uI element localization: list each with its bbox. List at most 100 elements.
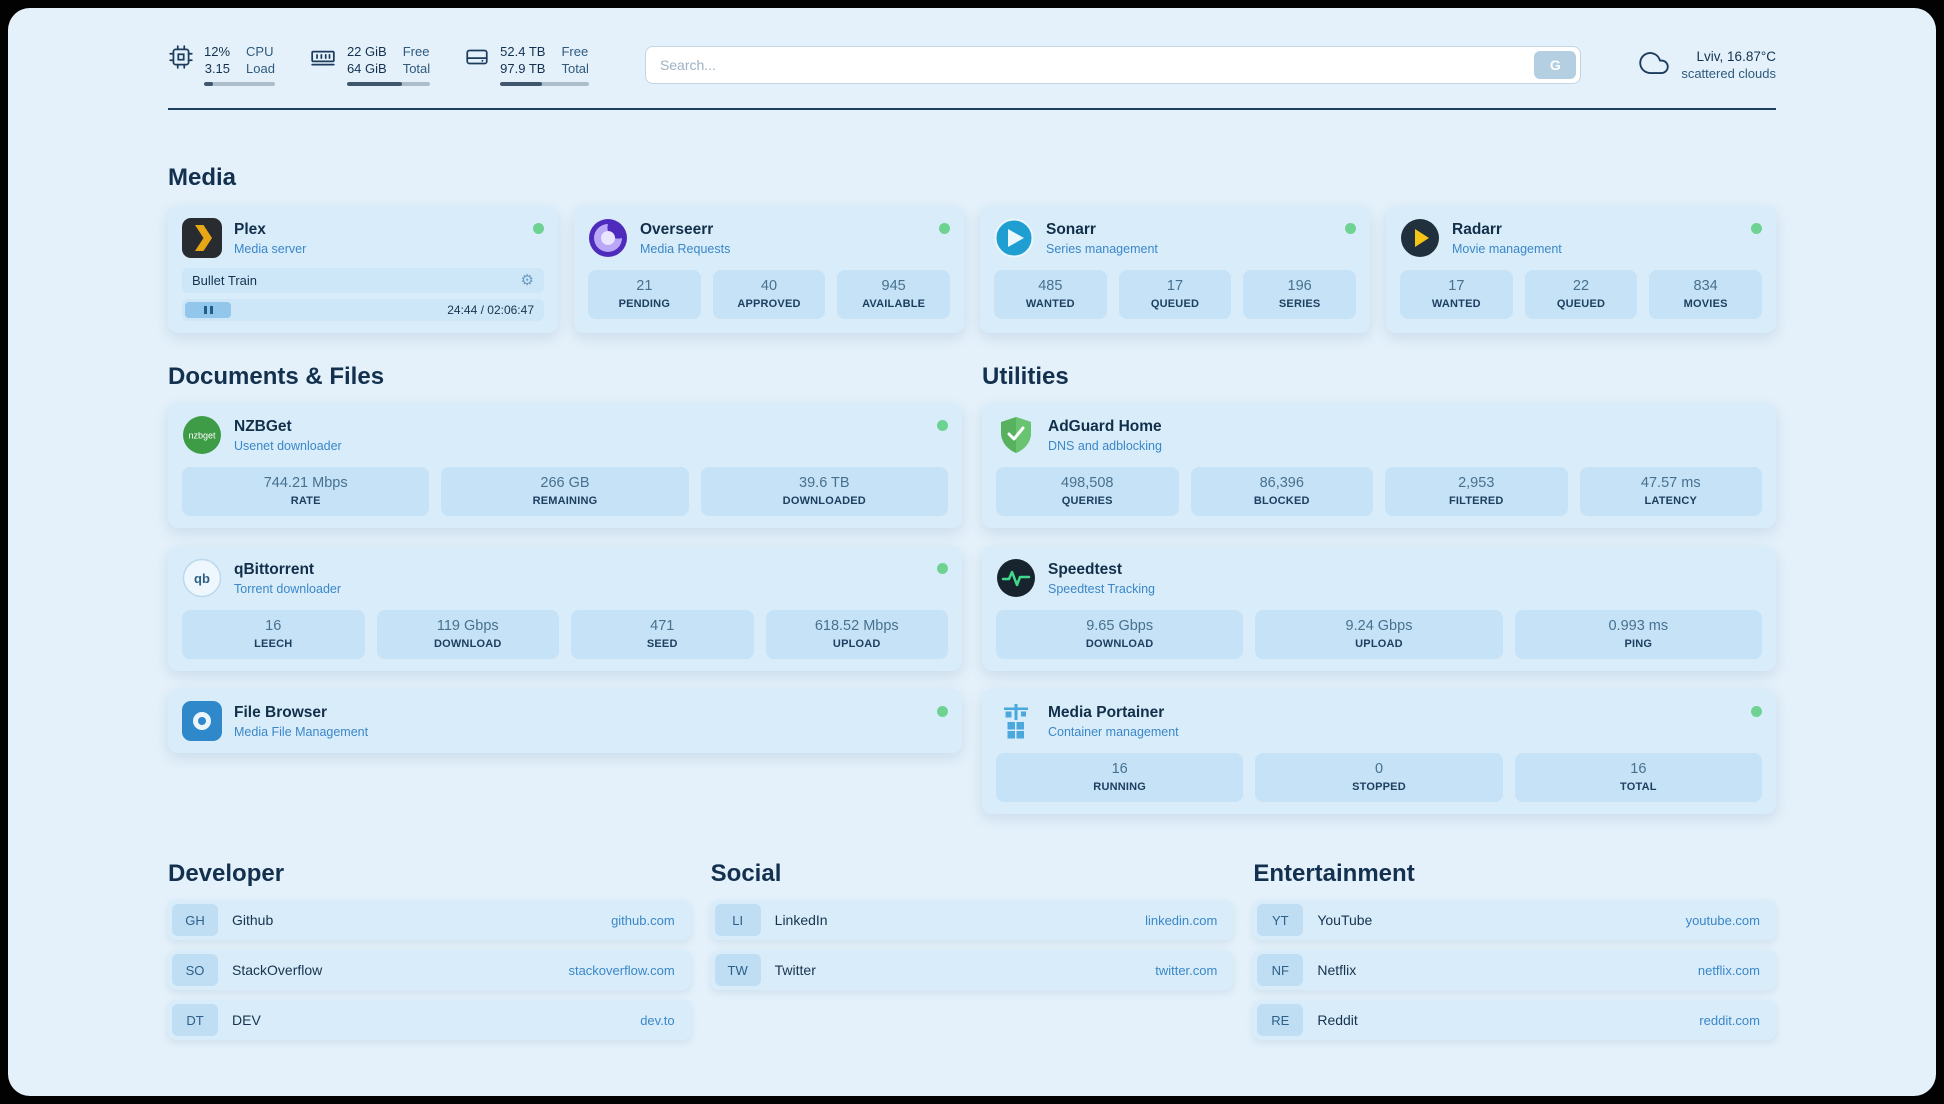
disk-icon	[464, 44, 490, 70]
bookmark-netflix[interactable]: NF Netflix netflix.com	[1253, 950, 1776, 990]
stat-value: 16	[265, 618, 282, 634]
stat-value: 17	[1448, 278, 1465, 294]
stat-value: 485	[1038, 278, 1063, 294]
stat-value: 2,953	[1458, 475, 1495, 491]
weather-condition: scattered clouds	[1681, 66, 1776, 81]
bookmark-domain: reddit.com	[1699, 1012, 1760, 1028]
plex-icon	[182, 218, 222, 258]
weather-widget: Lviv, 16.87°C scattered clouds	[1637, 48, 1776, 83]
entertainment-column: Entertainment YT YouTube youtube.com NF …	[1253, 860, 1776, 1040]
stat-box: 498,508 QUERIES	[996, 467, 1179, 516]
bookmark-linkedin[interactable]: LI LinkedIn linkedin.com	[710, 900, 1234, 940]
now-playing-row: Bullet Train ⚙	[182, 268, 544, 293]
cpu-progress-fill	[204, 82, 213, 86]
gear-icon[interactable]: ⚙	[520, 272, 534, 289]
bookmark-abbr: DT	[172, 1004, 218, 1036]
service-subtitle: Media Requests	[640, 241, 731, 256]
stat-value: 22	[1572, 278, 1590, 294]
bookmark-abbr: TW	[714, 954, 761, 986]
playback-time: 24:44 / 02:06:47	[447, 303, 534, 317]
stat-value: 834	[1693, 278, 1718, 294]
bookmark-twitter[interactable]: TW Twitter twitter.com	[710, 950, 1234, 990]
stat-label: LATENCY	[1644, 495, 1698, 507]
memory-progress-fill	[346, 82, 402, 86]
svg-text:qb: qb	[194, 571, 210, 586]
memory-free-label: Free	[402, 44, 430, 59]
service-card-qbittorrent[interactable]: qb qBittorrent Torrent downloader 16	[168, 546, 962, 671]
stat-label: APPROVED	[737, 298, 801, 310]
section-title-entertainment: Entertainment	[1253, 860, 1415, 887]
service-card-adguard[interactable]: AdGuard Home DNS and adblocking 498,508 …	[982, 403, 1776, 528]
stat-box: 22 QUEUED	[1524, 270, 1638, 319]
bookmark-youtube[interactable]: YT YouTube youtube.com	[1253, 900, 1776, 940]
service-subtitle: Media server	[234, 241, 307, 256]
bookmark-github[interactable]: GH Github github.com	[168, 900, 691, 940]
disk-total-value: 97.9 TB	[500, 61, 546, 76]
search-input[interactable]	[644, 46, 1582, 84]
bookmark-name: YouTube	[1317, 912, 1373, 928]
cpu-usage-value: 12%	[204, 44, 231, 59]
stat-label: AVAILABLE	[862, 298, 926, 310]
section-title-developer: Developer	[168, 860, 285, 887]
stat-value: 945	[881, 278, 906, 294]
stat-value: 86,396	[1259, 475, 1304, 491]
stat-value: 16	[1111, 761, 1128, 777]
adguard-icon	[996, 415, 1036, 455]
service-card-nzbget[interactable]: nzbget NZBGet Usenet downloader 744.21 M…	[168, 403, 962, 528]
section-title-media: Media	[168, 164, 237, 191]
stat-value: 40	[760, 278, 778, 294]
service-name: NZBGet	[234, 417, 292, 435]
service-subtitle: Container management	[1048, 724, 1179, 739]
service-card-plex[interactable]: Plex Media server Bullet Train ⚙ 24:44 /…	[168, 206, 558, 333]
portainer-icon	[996, 701, 1036, 741]
status-dot	[1751, 706, 1762, 717]
status-dot	[1345, 223, 1356, 234]
disk-free-value: 52.4 TB	[500, 44, 546, 59]
stat-label: SEED	[646, 638, 678, 650]
stat-box: 16 LEECH	[182, 610, 365, 659]
bookmark-domain: netflix.com	[1697, 962, 1760, 978]
playback-progress-bar[interactable]: 24:44 / 02:06:47	[182, 299, 544, 321]
section-title-utilities: Utilities	[982, 363, 1069, 390]
pause-icon[interactable]	[185, 302, 231, 318]
search-provider-button[interactable]: G	[1534, 51, 1577, 79]
stat-value: 196	[1287, 278, 1312, 294]
top-bar: 12% CPU 3.15 Load	[168, 44, 1776, 86]
status-dot	[1751, 223, 1762, 234]
status-dot	[937, 563, 948, 574]
stat-value: 9.24 Gbps	[1345, 618, 1413, 634]
bookmark-domain: github.com	[611, 912, 675, 928]
service-card-portainer[interactable]: Media Portainer Container management 16 …	[982, 689, 1776, 814]
memory-free-value: 22 GiB	[346, 44, 387, 59]
stat-label: RUNNING	[1093, 781, 1147, 793]
bookmark-domain: stackoverflow.com	[568, 962, 675, 978]
speedtest-icon	[996, 558, 1036, 598]
sonarr-icon	[994, 218, 1034, 258]
stat-box: 485 WANTED	[994, 270, 1107, 319]
stat-label: REMAINING	[532, 495, 598, 507]
service-card-overseerr[interactable]: Overseerr Media Requests 21 PENDING 40 A…	[574, 206, 964, 333]
bookmark-name: LinkedIn	[774, 912, 828, 928]
stat-value: 744.21 Mbps	[263, 475, 348, 491]
service-name: Radarr	[1452, 220, 1502, 238]
stat-label: PENDING	[618, 298, 671, 310]
now-playing-title: Bullet Train	[192, 273, 258, 288]
bookmark-reddit[interactable]: RE Reddit reddit.com	[1253, 1000, 1776, 1040]
filebrowser-icon	[182, 701, 222, 741]
stat-value: 9.65 Gbps	[1086, 618, 1154, 634]
service-card-radarr[interactable]: Radarr Movie management 17 WANTED 22 QUE…	[1386, 206, 1776, 333]
bookmark-stackoverflow[interactable]: SO StackOverflow stackoverflow.com	[168, 950, 691, 990]
service-card-filebrowser[interactable]: File Browser Media File Management	[168, 689, 962, 753]
media-card-grid: Plex Media server Bullet Train ⚙ 24:44 /…	[168, 206, 1776, 333]
service-name: Overseerr	[640, 220, 714, 238]
stat-label: WANTED	[1431, 298, 1481, 310]
bookmark-name: Netflix	[1317, 962, 1357, 978]
bookmark-domain: youtube.com	[1685, 912, 1760, 928]
stat-box: 16 RUNNING	[996, 753, 1244, 802]
bookmark-dev[interactable]: DT DEV dev.to	[168, 1000, 691, 1040]
stat-box: 86,396 BLOCKED	[1190, 467, 1373, 516]
cloud-icon	[1637, 48, 1671, 83]
service-card-speedtest[interactable]: Speedtest Speedtest Tracking 9.65 Gbps D…	[982, 546, 1776, 671]
disk-widget: 52.4 TB Free 97.9 TB Total	[464, 44, 589, 86]
service-card-sonarr[interactable]: Sonarr Series management 485 WANTED 17 Q…	[980, 206, 1370, 333]
